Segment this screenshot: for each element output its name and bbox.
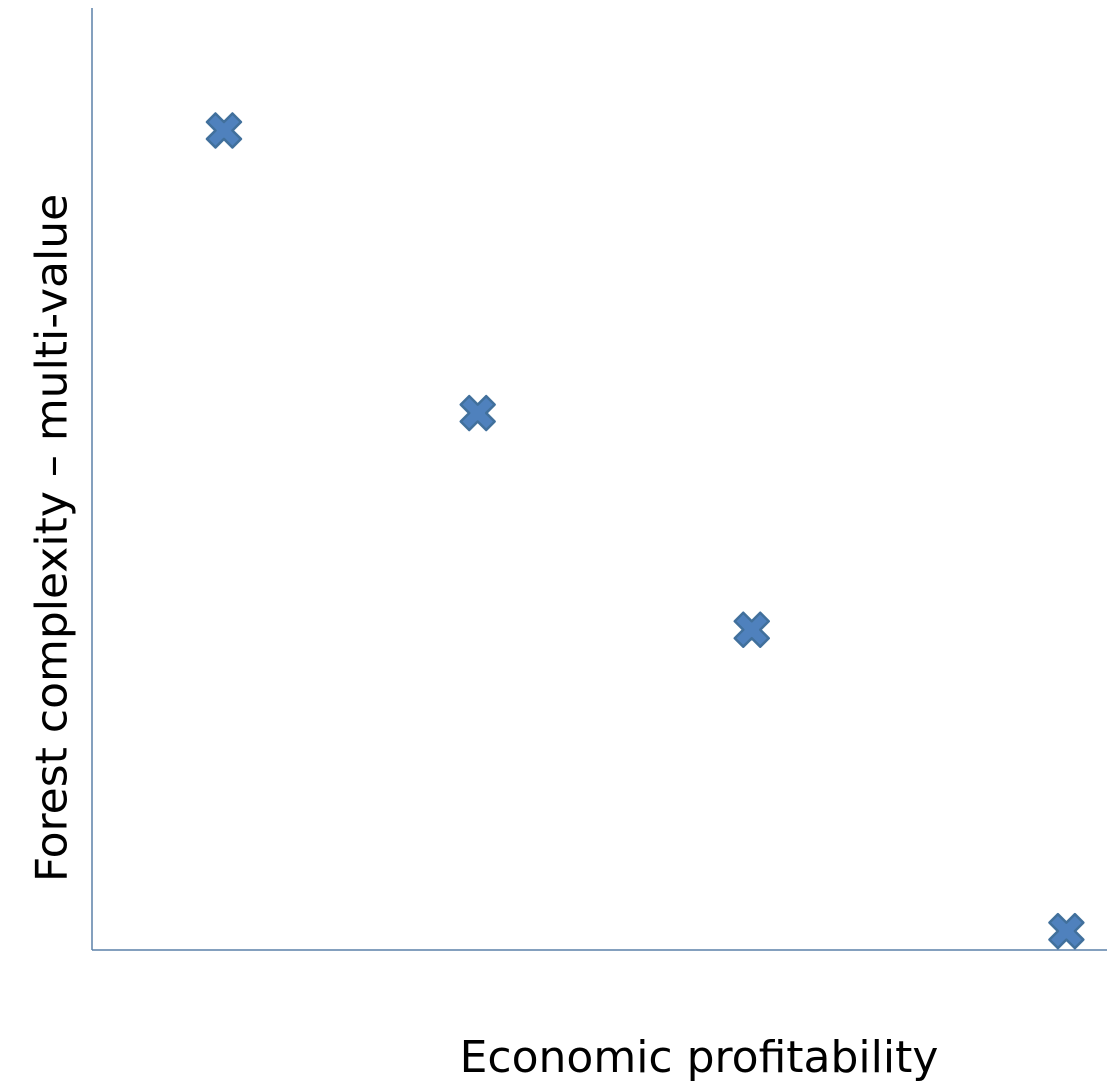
data-point-4 [1048, 912, 1085, 950]
plot-area [91, 8, 1107, 951]
data-point-2 [459, 394, 496, 432]
data-markers [205, 112, 1085, 950]
y-axis-title: Forest complexity – multi-value [27, 194, 78, 882]
data-point-1 [205, 112, 243, 149]
data-point-3 [733, 611, 770, 648]
x-axis-title: Economic profitability [460, 1032, 939, 1083]
